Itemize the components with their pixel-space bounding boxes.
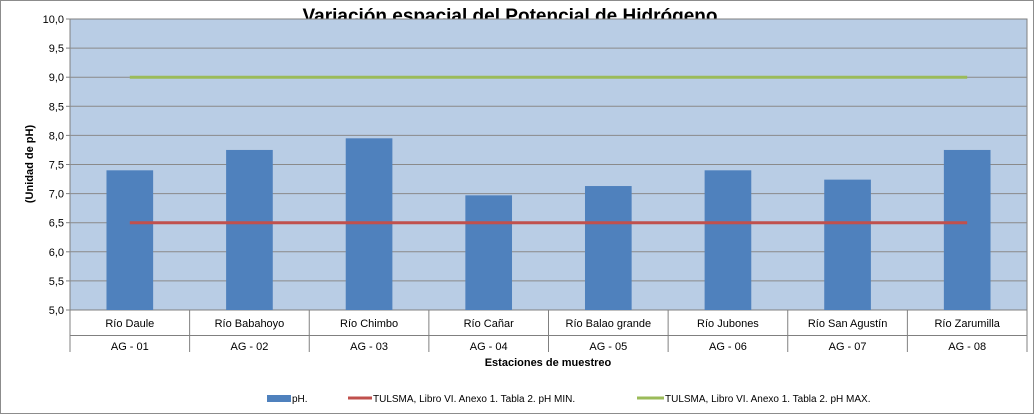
x-category-label: Río Balao grande [566, 318, 652, 330]
bar [704, 170, 752, 310]
bar [584, 186, 632, 310]
bar [106, 170, 154, 310]
bar [226, 149, 273, 310]
y-tick-label: 9,5 [49, 43, 64, 55]
x-category-code: AG - 03 [350, 341, 388, 353]
x-category-code: AG - 04 [470, 341, 508, 353]
y-tick-label: 7,5 [49, 160, 64, 172]
bars [106, 138, 991, 310]
legend-label: TULSMA, Libro VI. Anexo 1. Tabla 2. pH M… [373, 394, 575, 405]
x-category-label: Río Cañar [464, 318, 514, 330]
x-axis-table: Río Daule AG - 01 Río Babahoyo AG - 02 Río C… [69, 310, 1028, 353]
y-axis-title: (Unidad de pH) [24, 125, 36, 204]
x-category-label: Río Chimbo [340, 318, 398, 330]
legend: pH. TULSMA, Libro VI. Anexo 1. Tabla 2. p… [267, 394, 870, 405]
x-category-label: Río Daule [105, 318, 154, 330]
y-tick-label: 8,5 [49, 101, 64, 113]
x-category-code: AG - 07 [829, 341, 867, 353]
y-axis-ticks: 5,0 5,5 6,0 6,5 7,0 7,5 8,0 8,5 9,0 9,5 10,0 [43, 14, 70, 317]
y-tick-label: 9,0 [49, 72, 64, 84]
x-category-label: Río Babahoyo [215, 318, 285, 330]
bar [465, 195, 513, 310]
x-category-code: AG - 08 [948, 341, 986, 353]
y-tick-label: 5,5 [49, 276, 64, 288]
y-tick-label: 7,0 [49, 189, 64, 201]
bar [943, 149, 991, 310]
reference-lines [129, 75, 968, 225]
x-category-label: Río Jubones [697, 318, 759, 330]
x-category-label: Río Zarumilla [934, 318, 1000, 330]
legend-label: pH. [292, 394, 308, 405]
y-tick-label: 10,0 [43, 14, 64, 26]
y-tick-label: 5,0 [49, 305, 64, 317]
x-category-label: Río San Agustín [808, 318, 888, 330]
x-category-code: AG - 05 [589, 341, 627, 353]
x-category-code: AG - 06 [709, 341, 747, 353]
legend-swatch [267, 395, 291, 402]
y-tick-label: 8,0 [49, 130, 64, 142]
legend-label: TULSMA, Libro VI. Anexo 1. Tabla 2. pH M… [665, 394, 870, 405]
x-category-code: AG - 02 [230, 341, 268, 353]
x-axis-title: Estaciones de muestreo [485, 357, 612, 369]
y-tick-label: 6,5 [49, 218, 64, 230]
bar [824, 179, 871, 310]
x-category-code: AG - 01 [111, 341, 149, 353]
y-tick-label: 6,0 [49, 247, 64, 259]
